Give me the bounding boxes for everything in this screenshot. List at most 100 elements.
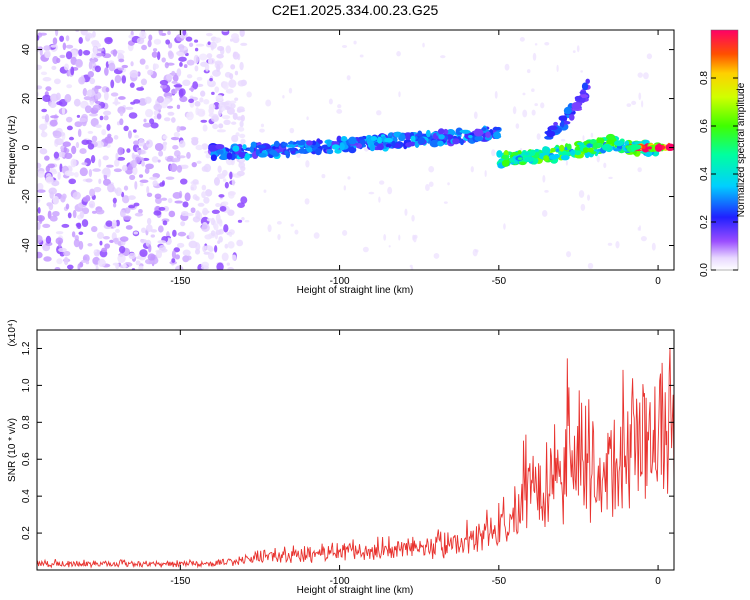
heatmap-cell <box>81 162 88 166</box>
heatmap-cell <box>37 234 43 244</box>
heatmap-cell <box>79 148 87 155</box>
heatmap-cell <box>586 143 595 148</box>
heatmap-cell <box>90 117 99 127</box>
heatmap-cell <box>92 168 101 172</box>
heatmap-cell <box>368 191 375 195</box>
heatmap-cell <box>218 236 223 243</box>
heatmap-cell <box>61 223 70 228</box>
heatmap-cell <box>58 247 67 253</box>
heatmap-cell <box>146 140 150 145</box>
heatmap-cell <box>129 69 139 78</box>
heatmap-cell <box>208 106 214 115</box>
heatmap-cell <box>596 155 600 163</box>
heatmap-cell <box>59 54 66 59</box>
heatmap-cell <box>154 142 164 152</box>
heatmap-cell <box>172 229 177 237</box>
heatmap-cell <box>61 107 66 115</box>
heatmap-cell <box>65 116 73 123</box>
heatmap-cell <box>377 136 383 144</box>
heatmap-cell <box>231 134 239 143</box>
heatmap-cell <box>178 140 186 148</box>
heatmap-cell <box>78 37 83 44</box>
heatmap-cell <box>117 254 126 264</box>
heatmap-cell <box>133 140 140 146</box>
heatmap-cell <box>118 245 126 254</box>
heatmap-cell <box>162 220 168 226</box>
heatmap-cell <box>578 190 585 198</box>
heatmap-cell <box>82 196 91 202</box>
heatmap-cell <box>568 114 575 121</box>
heatmap-cell <box>558 150 568 156</box>
heatmap-cell <box>134 180 138 190</box>
heatmap-cell <box>179 61 183 67</box>
heatmap-cell <box>79 117 87 123</box>
heatmap-cell <box>40 71 48 76</box>
heatmap-cell <box>219 205 227 212</box>
heatmap-cell <box>55 231 64 235</box>
heatmap-cell <box>166 73 173 81</box>
heatmap-cell <box>39 32 47 36</box>
heatmap-cell <box>106 124 111 131</box>
heatmap-cell <box>98 158 102 168</box>
heatmap-cell <box>246 91 252 98</box>
heatmap-cell <box>216 173 226 179</box>
heatmap-cell <box>226 152 233 160</box>
heatmap-cell <box>566 143 572 151</box>
heatmap-cell <box>84 105 92 114</box>
heatmap-cell <box>304 198 310 205</box>
heatmap-cell <box>167 30 171 36</box>
heatmap-cell <box>56 57 61 64</box>
heatmap-cell <box>63 250 71 257</box>
heatmap-cell <box>484 170 487 178</box>
heatmap-cell <box>631 100 637 106</box>
heatmap-cell <box>196 160 202 164</box>
heatmap-cell <box>85 32 93 39</box>
heatmap-cell <box>452 138 460 145</box>
heatmap-cell <box>147 39 152 48</box>
heatmap-cell <box>321 174 326 179</box>
heatmap-cell <box>126 148 131 153</box>
heatmap-cell <box>206 218 212 222</box>
heatmap-cell <box>289 127 295 134</box>
heatmap-cell <box>171 250 176 259</box>
heatmap-cell <box>114 74 122 84</box>
heatmap-cell <box>242 144 247 150</box>
heatmap-cell <box>638 225 641 232</box>
heatmap-cell <box>200 119 208 123</box>
heatmap-cell <box>92 104 102 111</box>
heatmap-cell <box>236 239 244 247</box>
heatmap-cell <box>383 233 387 241</box>
heatmap-cell <box>209 41 217 49</box>
heatmap-cell <box>173 84 183 88</box>
heatmap-cell <box>376 143 384 151</box>
heatmap-cell <box>223 224 229 233</box>
heatmap-cell <box>83 256 87 261</box>
heatmap-cell <box>646 53 653 60</box>
heatmap-cell <box>145 108 154 118</box>
heatmap-cell <box>221 201 229 206</box>
heatmap-cell <box>587 147 594 153</box>
heatmap-cell <box>199 97 204 103</box>
heatmap-panel: -150 -100 -50 0 -40 -20 0 20 40 Height of strai… <box>7 29 675 296</box>
heatmap-cell <box>102 155 109 161</box>
heatmap-cell <box>78 76 86 85</box>
heatmap-cell <box>472 248 478 257</box>
heatmap-cell <box>115 228 120 233</box>
heatmap-cell <box>65 44 74 49</box>
x-tick-label: -100 <box>330 576 350 587</box>
heatmap-cell <box>52 195 60 205</box>
heatmap-cell <box>70 56 77 66</box>
heatmap-cell <box>337 104 342 109</box>
heatmap-cell <box>91 135 98 142</box>
heatmap-cell <box>290 223 294 227</box>
heatmap-cell <box>460 129 471 134</box>
heatmap-cell <box>203 196 210 204</box>
heatmap-cell <box>161 180 165 186</box>
heatmap-cell <box>65 51 73 60</box>
heatmap-cell <box>182 249 191 257</box>
heatmap-y-label: Frequency (Hz) <box>7 116 18 185</box>
heatmap-cell <box>167 111 175 116</box>
heatmap-cell <box>96 231 105 240</box>
heatmap-cell <box>158 150 164 157</box>
heatmap-cell <box>222 178 227 183</box>
